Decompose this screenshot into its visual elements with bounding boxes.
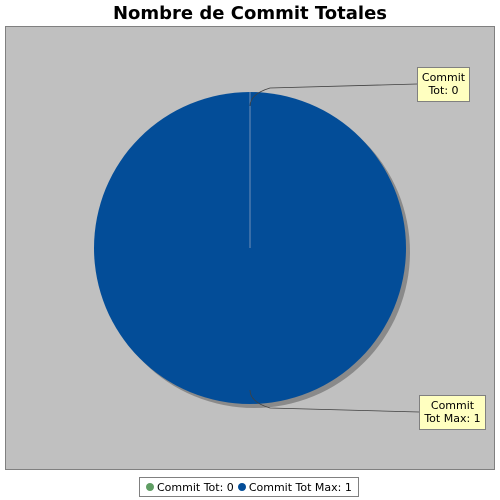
label-leader-line (249, 389, 420, 413)
chart-title: Nombre de Commit Totales (112, 3, 387, 24)
slice-label-text: Commit (422, 71, 466, 84)
legend-label: Commit Tot: 0 (157, 480, 234, 494)
legend-swatch-icon (146, 483, 154, 491)
legend-item: Commit Tot Max: 1 (237, 480, 352, 494)
legend-swatch-icon (237, 483, 246, 491)
slice-label-text: Commit (431, 399, 475, 412)
slice-label-box (417, 67, 470, 102)
slice-label-text: Tot Max: 1 (423, 412, 480, 425)
label-leader-line (249, 83, 418, 107)
legend-label: Commit Tot Max: 1 (248, 480, 352, 494)
legend-item: Commit Tot: 0 (146, 481, 234, 494)
slice-label-text: Tot: 0 (427, 84, 458, 97)
chart-legend: Commit Tot: 0 Commit Tot Max: 1 (139, 477, 359, 497)
pie-slice-layer (94, 92, 406, 404)
label-leader-layer (249, 83, 420, 413)
slice-label-box (419, 395, 486, 430)
